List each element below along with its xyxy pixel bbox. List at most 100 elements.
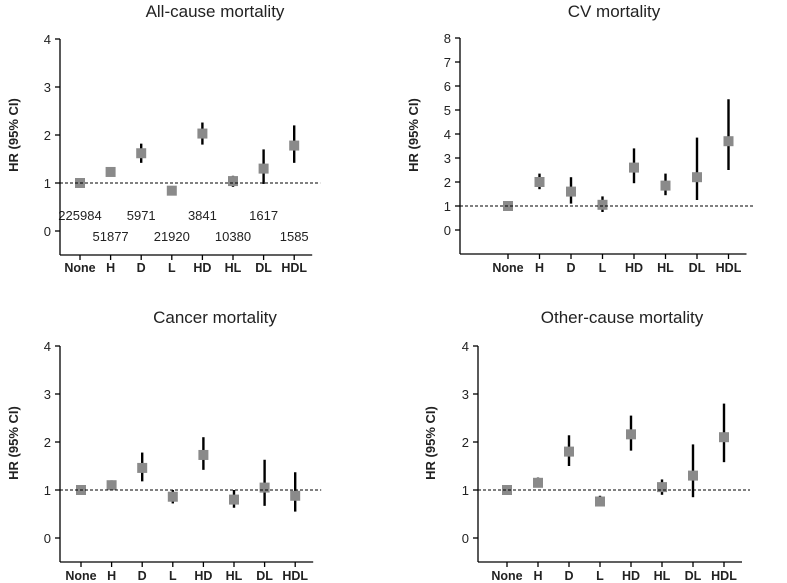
hr-point bbox=[259, 482, 270, 493]
hr-point bbox=[167, 491, 178, 502]
x-tick-label: HDL bbox=[281, 261, 307, 275]
hr-point bbox=[502, 485, 512, 495]
y-tick-label: 4 bbox=[44, 32, 51, 47]
y-tick-label: 2 bbox=[444, 175, 451, 190]
count-label: 10380 bbox=[215, 229, 251, 244]
hr-point bbox=[719, 432, 729, 443]
x-tick-label: HD bbox=[622, 569, 640, 583]
x-tick-label: H bbox=[535, 261, 544, 275]
y-tick-labels: 0 1 2 3 4 bbox=[462, 339, 478, 546]
x-tick-label: HD bbox=[193, 261, 211, 275]
x-tick-label: L bbox=[169, 569, 177, 583]
hr-point bbox=[564, 446, 574, 457]
y-axis-label: HR (95% CI) bbox=[423, 406, 438, 480]
y-tick-label: 6 bbox=[444, 79, 451, 94]
y-tick-label: 8 bbox=[444, 31, 451, 46]
count-label: 51877 bbox=[93, 229, 129, 244]
count-label: 225984 bbox=[58, 208, 101, 223]
x-tick-labels: None H D L HD HL DL HDL bbox=[491, 562, 737, 583]
hr-point bbox=[657, 482, 667, 493]
x-tick-labels: None H D L HD HL DL HDL bbox=[64, 255, 307, 275]
hr-point bbox=[289, 140, 300, 151]
x-tick-label: HDL bbox=[282, 569, 308, 583]
hr-point bbox=[198, 449, 209, 460]
data-marks bbox=[75, 122, 300, 196]
count-label: 5971 bbox=[127, 208, 156, 223]
x-tick-label: DL bbox=[255, 261, 272, 275]
x-tick-label: L bbox=[168, 261, 176, 275]
x-tick-labels: None H D L HD HL DL HDL bbox=[65, 562, 308, 583]
hr-point bbox=[106, 480, 117, 491]
y-tick-label: 3 bbox=[44, 387, 51, 402]
panel-cv-mortality: CV mortality HR (95% CI) 0 1 2 3 4 5 6 7 8 None H… bbox=[406, 2, 755, 275]
y-tick-label: 3 bbox=[444, 151, 451, 166]
chart-title: Other-cause mortality bbox=[541, 308, 704, 327]
x-tick-label: None bbox=[492, 261, 523, 275]
y-tick-labels: 0 1 2 3 4 bbox=[44, 32, 60, 239]
x-tick-label: D bbox=[137, 261, 146, 275]
y-tick-label: 3 bbox=[462, 387, 469, 402]
hr-point bbox=[258, 163, 269, 174]
x-tick-label: DL bbox=[256, 569, 273, 583]
hr-point bbox=[105, 166, 116, 177]
x-tick-label: D bbox=[566, 261, 575, 275]
hr-point bbox=[692, 172, 702, 183]
x-tick-label: L bbox=[599, 261, 607, 275]
x-tick-label: DL bbox=[685, 569, 702, 583]
data-marks bbox=[76, 437, 301, 512]
x-tick-label: D bbox=[138, 569, 147, 583]
y-tick-label: 5 bbox=[444, 103, 451, 118]
x-tick-labels: None H D L HD HL DL HDL bbox=[492, 254, 742, 275]
x-tick-label: HL bbox=[657, 261, 674, 275]
hr-point bbox=[533, 477, 543, 488]
data-marks bbox=[502, 403, 729, 507]
y-tick-labels: 0 1 2 3 4 5 6 7 8 bbox=[444, 31, 460, 238]
y-tick-label: 1 bbox=[444, 199, 451, 214]
y-tick-label: 7 bbox=[444, 55, 451, 70]
x-tick-label: None bbox=[491, 569, 522, 583]
x-tick-label: None bbox=[64, 261, 95, 275]
x-tick-label: None bbox=[65, 569, 96, 583]
y-tick-label: 1 bbox=[44, 483, 51, 498]
hr-point bbox=[136, 148, 147, 159]
y-axis-label: HR (95% CI) bbox=[6, 406, 21, 480]
x-tick-label: HD bbox=[194, 569, 212, 583]
y-tick-label: 4 bbox=[462, 339, 469, 354]
chart-title: CV mortality bbox=[568, 2, 661, 21]
count-label: 1617 bbox=[249, 208, 278, 223]
count-label: 21920 bbox=[154, 229, 190, 244]
panel-all-cause-mortality: All-cause mortality HR (95% CI) 0 1 2 3 4 22… bbox=[6, 2, 321, 275]
hr-point bbox=[626, 429, 636, 440]
y-tick-label: 1 bbox=[462, 483, 469, 498]
y-axis-label: HR (95% CI) bbox=[6, 98, 21, 172]
x-tick-label: H bbox=[533, 569, 542, 583]
chart-title: Cancer mortality bbox=[153, 308, 277, 327]
data-marks bbox=[503, 99, 734, 212]
x-tick-label: HL bbox=[225, 261, 242, 275]
x-tick-label: HL bbox=[226, 569, 243, 583]
y-tick-label: 4 bbox=[44, 339, 51, 354]
y-tick-labels: 0 1 2 3 4 bbox=[44, 339, 60, 546]
x-tick-label: DL bbox=[689, 261, 706, 275]
y-tick-label: 0 bbox=[44, 224, 51, 239]
y-tick-label: 2 bbox=[44, 128, 51, 143]
count-label: 1585 bbox=[280, 229, 309, 244]
panel-cancer-mortality: Cancer mortality HR (95% CI) 0 1 2 3 4 None H… bbox=[6, 308, 322, 583]
y-tick-label: 4 bbox=[444, 127, 451, 142]
chart-title: All-cause mortality bbox=[146, 2, 285, 21]
x-tick-label: H bbox=[107, 569, 116, 583]
hr-point bbox=[723, 136, 734, 147]
x-tick-label: HL bbox=[654, 569, 671, 583]
hr-point bbox=[688, 470, 698, 481]
hr-point bbox=[660, 180, 671, 191]
x-tick-label: HD bbox=[625, 261, 643, 275]
x-tick-label: H bbox=[106, 261, 115, 275]
hr-point bbox=[137, 462, 148, 473]
hr-point bbox=[166, 185, 177, 196]
count-label: 3841 bbox=[188, 208, 217, 223]
x-tick-label: HDL bbox=[711, 569, 737, 583]
hr-point bbox=[228, 176, 238, 187]
x-tick-label: HDL bbox=[716, 261, 742, 275]
